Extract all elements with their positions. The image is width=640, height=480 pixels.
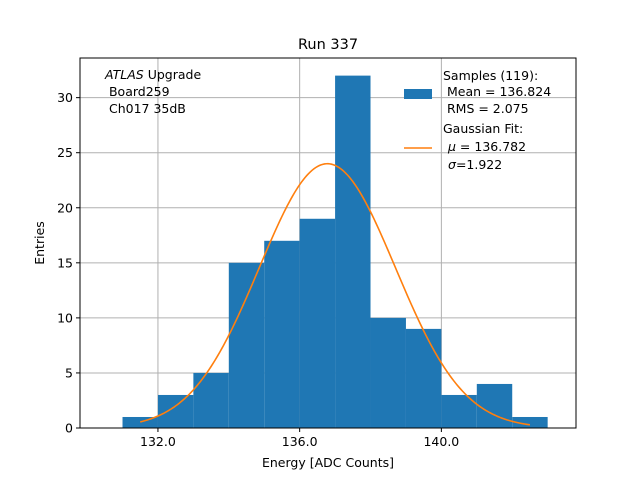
- atlas-annotation-channel: Ch017 35dB: [105, 101, 186, 116]
- histogram-bar: [122, 416, 158, 428]
- y-tick-label: 30: [57, 90, 73, 105]
- y-tick-label: 5: [65, 365, 73, 380]
- atlas-label: ATLAS: [104, 67, 144, 82]
- legend-samples-mean: Mean = 136.824: [443, 84, 551, 99]
- y-tick-label: 20: [57, 200, 73, 215]
- legend-fit-sigma: σ=1.922: [448, 157, 502, 172]
- histogram-bar: [193, 372, 229, 428]
- histogram-bar: [228, 262, 265, 428]
- y-tick-label: 25: [57, 145, 73, 160]
- sigma-value: =1.922: [456, 157, 502, 172]
- mu-symbol: μ: [447, 139, 456, 154]
- x-axis-label: Energy [ADC Counts]: [262, 455, 394, 470]
- mu-value: = 136.782: [456, 139, 526, 154]
- histogram-bar: [299, 218, 336, 428]
- histogram-bar: [335, 75, 371, 428]
- y-axis-ticks: 0 5 10 15 20 25 30: [57, 90, 80, 436]
- histogram-bar: [370, 317, 406, 428]
- atlas-annotation-board: Board259: [105, 84, 170, 99]
- x-tick-label: 140.0: [423, 434, 459, 449]
- legend-samples-title: Samples (119):: [443, 68, 538, 83]
- legend-samples-swatch: [404, 89, 432, 99]
- y-axis-label: Entries: [32, 221, 47, 265]
- gaussian-fit-curve: [140, 162, 531, 426]
- upgrade-label: Upgrade: [144, 67, 202, 82]
- histogram-bar: [441, 394, 477, 428]
- y-tick-label: 10: [57, 310, 73, 325]
- histogram-bar: [264, 240, 300, 428]
- histogram-bar: [512, 416, 548, 428]
- histogram-bar: [476, 383, 513, 428]
- legend: Samples (119): Mean = 136.824 RMS = 2.07…: [404, 68, 551, 172]
- x-tick-label: 136.0: [282, 434, 318, 449]
- y-tick-label: 15: [57, 255, 73, 270]
- histogram-bar: [405, 328, 442, 428]
- x-axis-ticks: 132.0 136.0 140.0: [140, 428, 459, 449]
- sigma-symbol: σ: [448, 157, 457, 172]
- legend-fit-mu: μ = 136.782: [447, 139, 526, 154]
- legend-samples-rms: RMS = 2.075: [443, 101, 529, 116]
- chart-title: Run 337: [298, 37, 358, 53]
- plot-frame: [79, 57, 577, 429]
- x-tick-label: 132.0: [140, 434, 176, 449]
- atlas-annotation-line1: ATLAS Upgrade: [104, 67, 201, 82]
- histogram-bar: [157, 394, 194, 428]
- legend-fit-title: Gaussian Fit:: [443, 121, 523, 136]
- y-tick-label: 0: [65, 421, 73, 436]
